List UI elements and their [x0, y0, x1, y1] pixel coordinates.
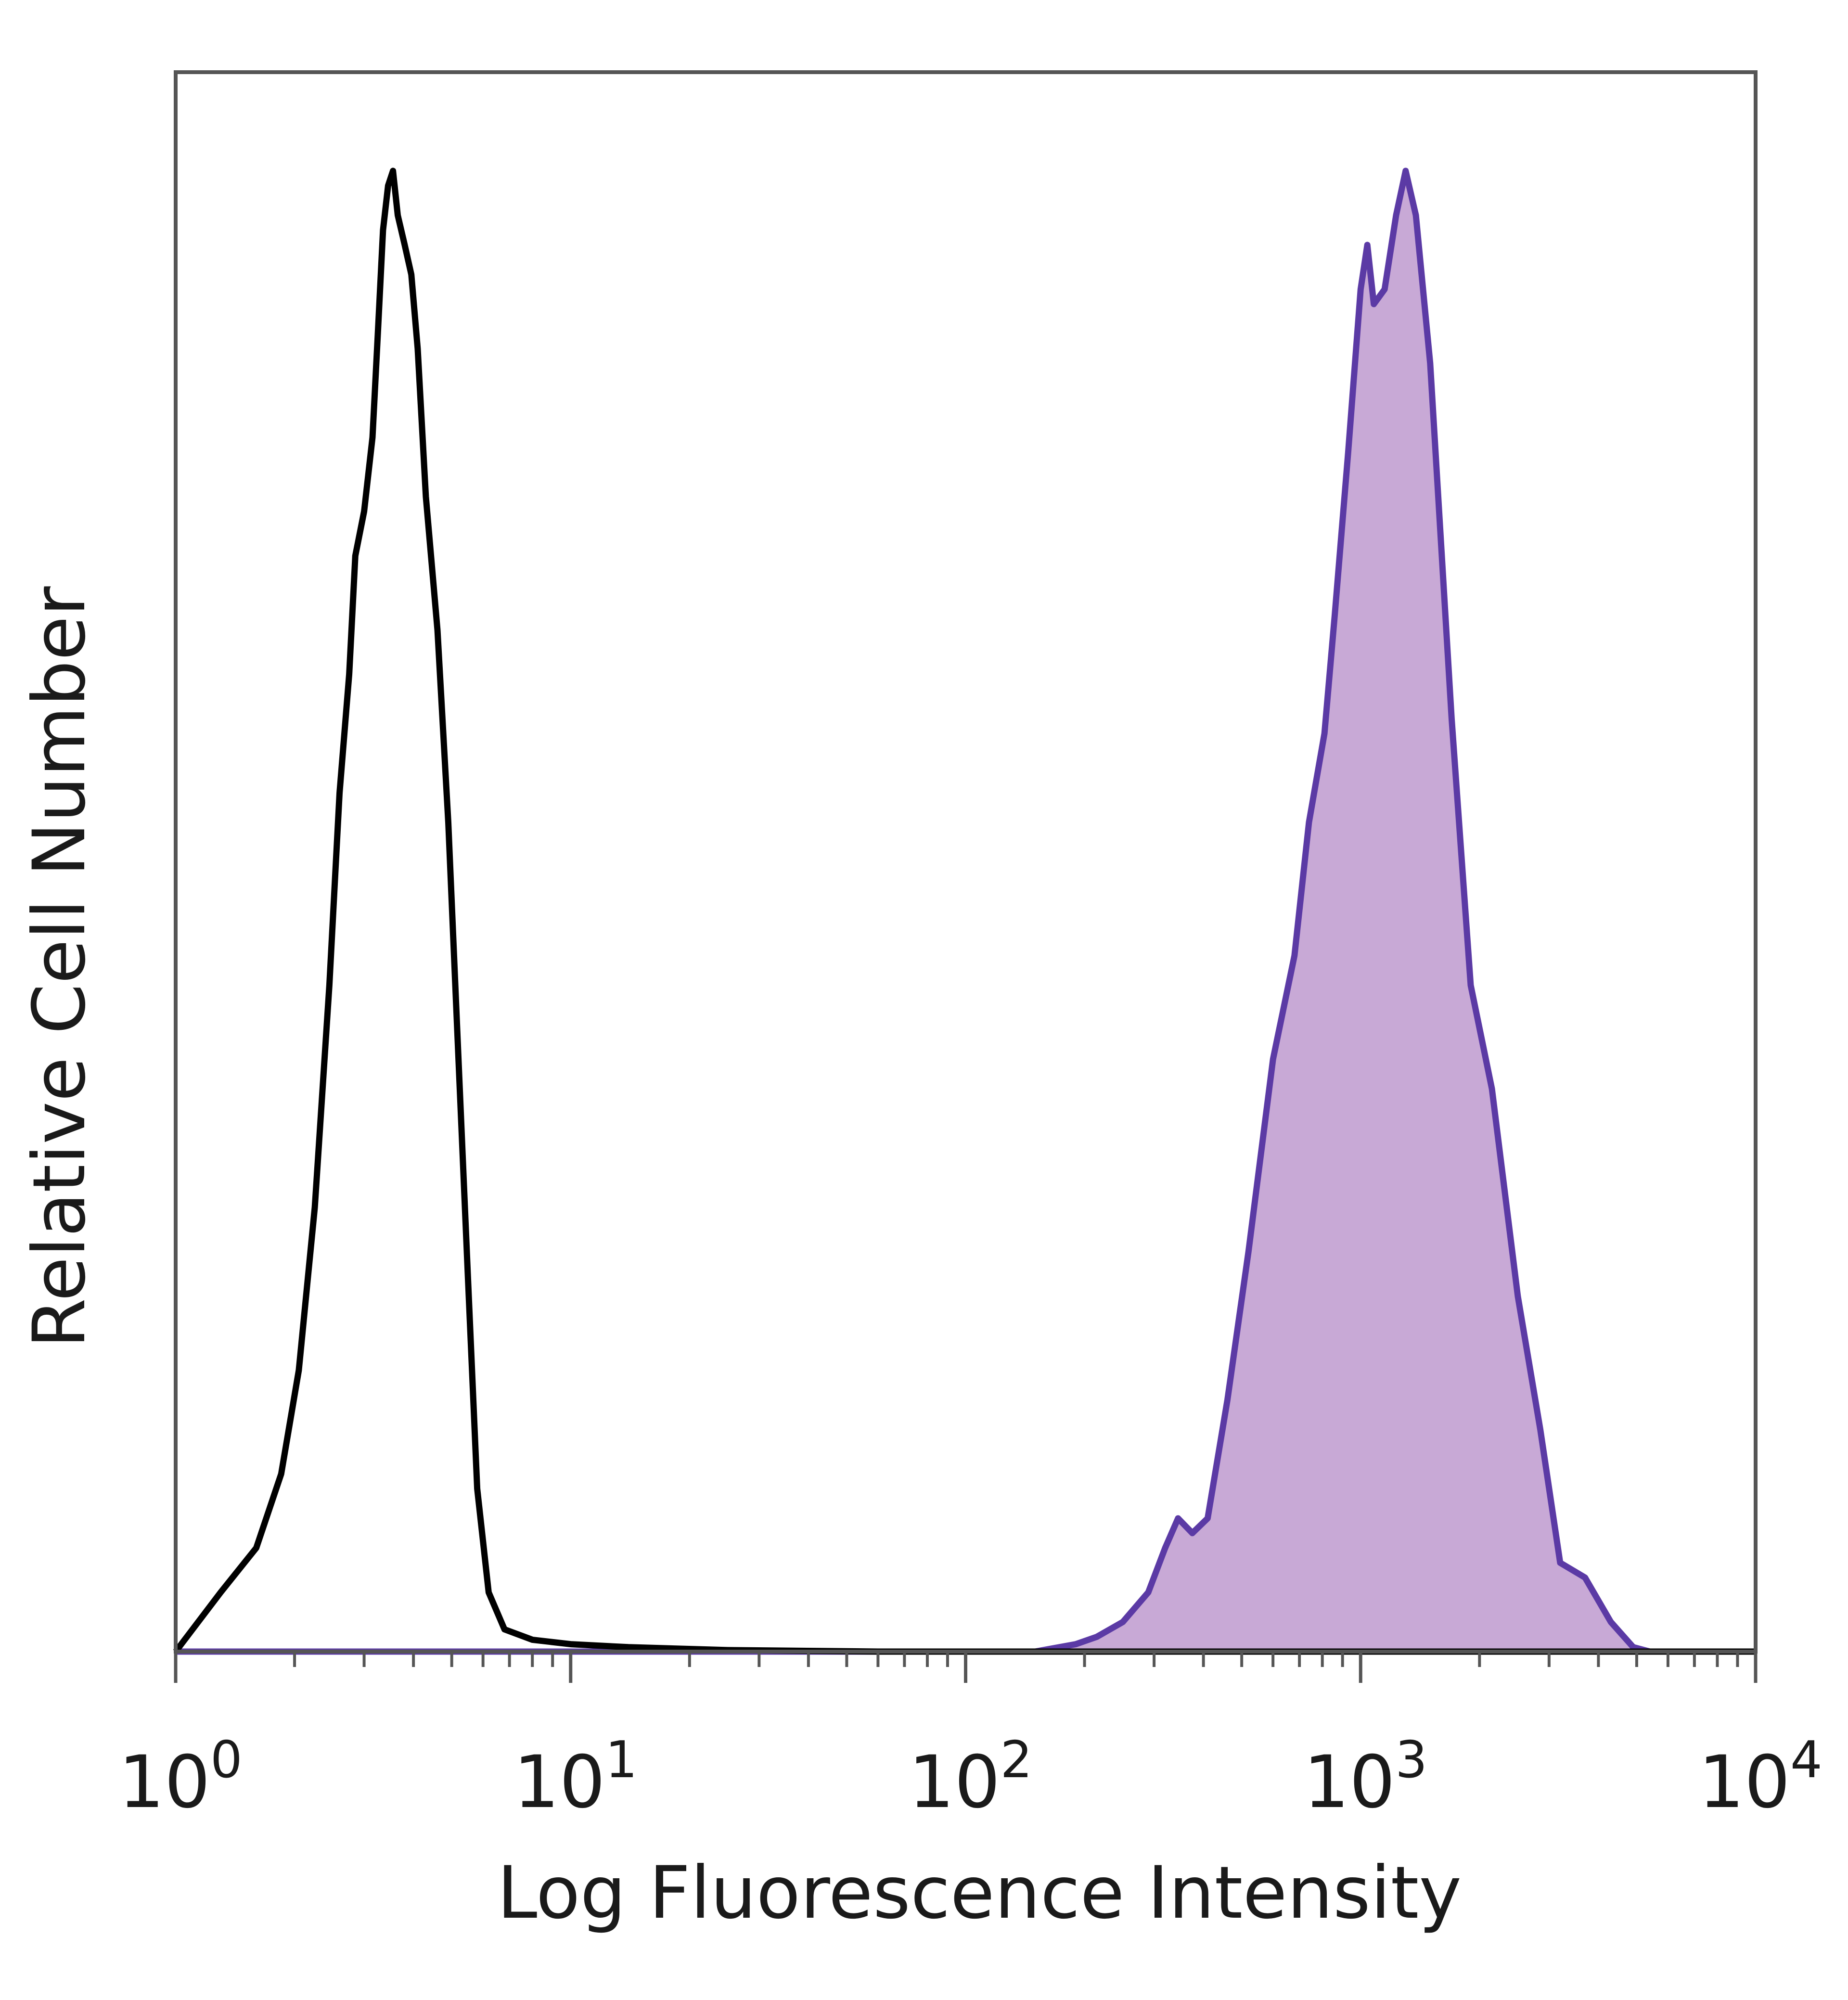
y-axis-label: Relative Cell Number — [18, 586, 102, 1348]
x-tick-label: 101 — [513, 1731, 638, 1824]
x-axis-label: Log Fluorescence Intensity — [497, 1851, 1462, 1935]
stained-histogram-line — [176, 167, 1756, 1655]
x-tick-label: 104 — [1698, 1731, 1822, 1824]
stained-histogram-fill — [176, 171, 1756, 1652]
x-tick-label: 102 — [909, 1731, 1033, 1824]
x-tick-label: 100 — [118, 1731, 243, 1824]
x-tick-label: 103 — [1303, 1731, 1427, 1824]
x-axis-ticks: 100 101 102 103 104 — [118, 1652, 1822, 1824]
control-histogram-line — [173, 167, 1756, 1655]
